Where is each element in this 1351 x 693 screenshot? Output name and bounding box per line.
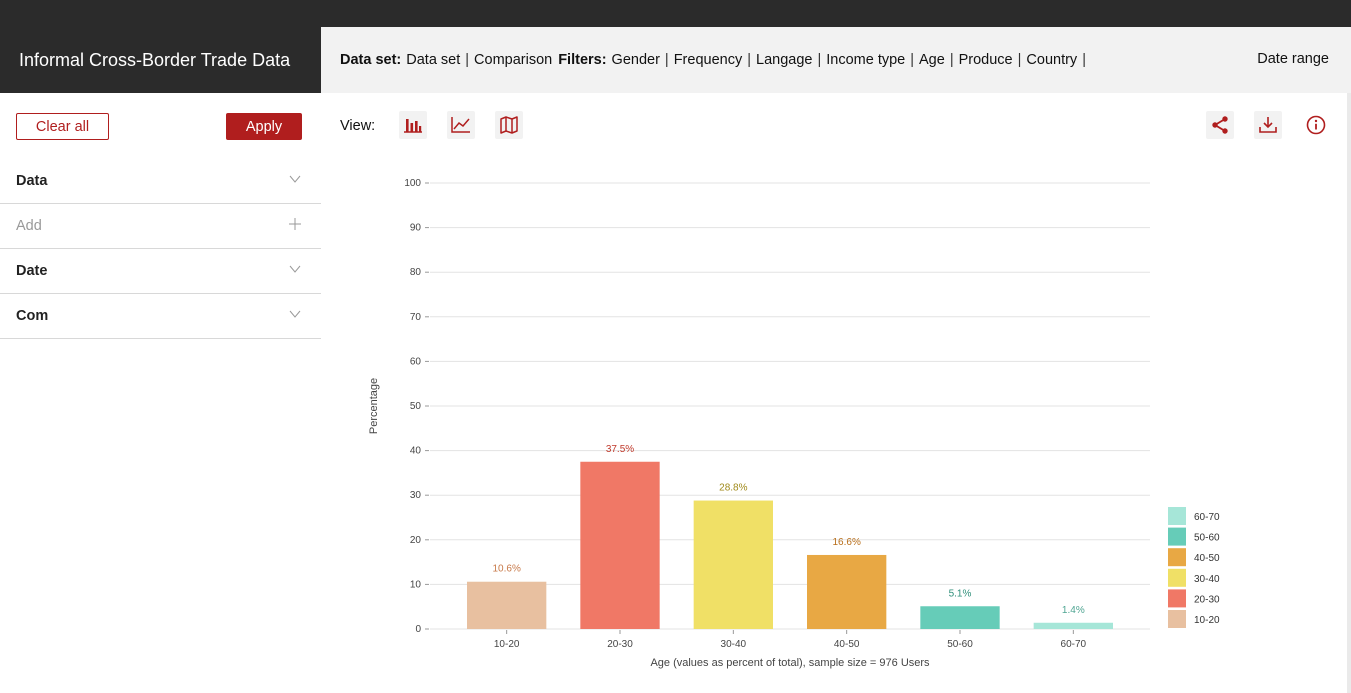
filter-country[interactable]: Country [1026,52,1078,68]
sidebar: Clear all Apply Data Add Date Com [0,93,321,693]
legend-swatch [1168,589,1186,608]
download-button[interactable] [1254,111,1282,139]
apply-button[interactable]: Apply [226,113,302,140]
separator: | [664,52,669,68]
legend-swatch [1168,548,1186,567]
data-label: 1.4% [1062,605,1085,616]
separator: | [910,52,915,68]
x-tick-label: 50-60 [947,639,973,650]
age-bar-chart: 0 10 20 30 40 50 60 70 80 90 100 Percentage 10.6% 10-… [350,160,1330,680]
y-tick-label: 30 [410,490,422,501]
bar-10-20 [467,581,547,629]
sidebar-item-label: Date [16,263,48,279]
download-icon [1259,117,1277,133]
sidebar-item-comparison[interactable]: Com [0,294,321,339]
bar-60-70 [1033,622,1113,629]
sidebar-item-data[interactable]: Data [0,159,321,204]
y-tick-label: 10 [410,579,422,590]
data-label: 10.6% [492,564,520,575]
map-view-button[interactable] [495,111,523,139]
sidebar-item-date[interactable]: Date [0,249,321,294]
date-range-link[interactable]: Date range [1257,51,1329,67]
y-tick-label: 90 [410,223,422,234]
filter-language[interactable]: Langage [756,52,813,68]
sidebar-item-label: Com [16,308,49,324]
data-label: 16.6% [832,537,860,548]
view-label: View: [340,118,376,134]
info-icon [1306,115,1326,135]
legend-swatch [1168,527,1186,546]
legend-label: 50-60 [1194,533,1220,544]
chevron-down-icon [289,265,301,273]
y-tick-label: 70 [410,312,422,323]
chart-svg: 0 10 20 30 40 50 60 70 80 90 100 Percentage 10.6% 10-… [368,178,1220,669]
data-label: 37.5% [606,444,634,455]
y-tick-label: 0 [415,624,421,635]
legend-label: 20-30 [1194,594,1220,605]
info-button[interactable] [1302,111,1330,139]
x-tick-label: 30-40 [721,639,747,650]
sidebar-item-label: Add [16,218,42,234]
x-tick-label: 60-70 [1061,639,1087,650]
legend-swatch [1168,507,1186,525]
separator: | [465,52,470,68]
bar-40-50 [807,554,887,629]
data-label: 28.8% [719,483,747,494]
bar-20-30 [580,461,660,629]
clear-all-button[interactable]: Clear all [16,113,109,140]
filter-produce[interactable]: Produce [958,52,1013,68]
app-title: Informal Cross-Border Trade Data [0,27,321,93]
plus-icon [289,218,301,230]
filter-gender[interactable]: Gender [611,52,660,68]
legend-label: 40-50 [1194,553,1220,564]
y-tick-label: 100 [404,178,421,189]
x-axis-label: Age (values as percent of total), sample… [650,657,930,669]
legend-swatch [1168,610,1186,628]
legend-swatch [1168,568,1186,587]
chevron-down-icon [289,310,301,318]
filter-income-type[interactable]: Income type [826,52,906,68]
bar-30-40 [693,500,773,629]
bar-50-60 [920,606,1000,629]
legend-label: 30-40 [1194,574,1220,585]
share-icon [1212,116,1228,134]
top-bar [0,0,1351,27]
y-tick-label: 20 [410,535,422,546]
comparison-link[interactable]: Comparison [474,52,553,68]
legend-label: 10-20 [1194,615,1220,626]
filter-frequency[interactable]: Frequency [673,52,743,68]
y-tick-label: 80 [410,267,422,278]
separator: | [1017,52,1022,68]
legend-label: 60-70 [1194,512,1220,523]
scrollbar[interactable] [1347,93,1351,693]
y-axis-label: Percentage [368,378,380,434]
separator: | [1082,52,1086,68]
dataset-value[interactable]: Data set [406,52,461,68]
separator: | [747,52,751,68]
separator: | [949,52,954,68]
separator: | [817,52,822,68]
line-chart-icon [451,117,470,133]
x-tick-label: 10-20 [494,639,520,650]
bar-chart-view-button[interactable] [399,111,427,139]
x-tick-label: 20-30 [607,639,633,650]
dataset-label: Data set: [340,52,402,68]
sidebar-item-add[interactable]: Add [0,204,321,249]
x-tick-label: 40-50 [834,639,860,650]
filter-age[interactable]: Age [919,52,945,68]
filters-label: Filters: [558,52,607,68]
y-tick-label: 60 [410,356,422,367]
filter-bar: Data set: Data set | Comparison Filters:… [321,27,1351,93]
line-chart-view-button[interactable] [447,111,475,139]
data-label: 5.1% [949,588,972,599]
sidebar-item-label: Data [16,173,48,189]
map-icon [500,116,518,134]
bar-chart-icon [404,119,422,133]
share-button[interactable] [1206,111,1234,139]
y-tick-label: 50 [410,401,422,412]
y-tick-label: 40 [410,446,422,457]
chevron-down-icon [289,175,301,183]
